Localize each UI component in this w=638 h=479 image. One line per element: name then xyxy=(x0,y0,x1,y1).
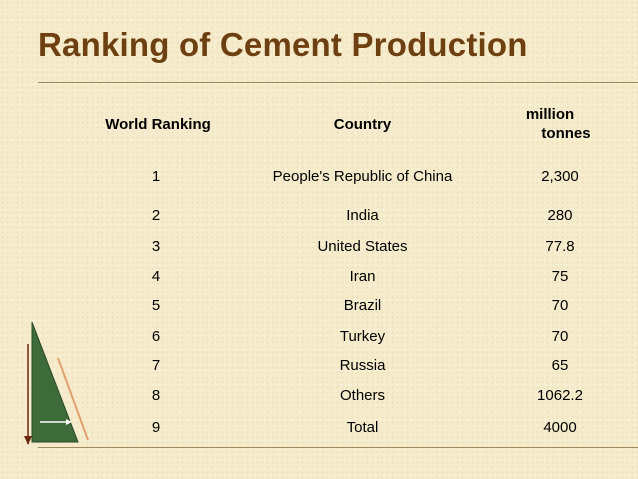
country-cell: Iran xyxy=(349,268,376,285)
country-cell: India xyxy=(346,207,379,224)
production-cell: 4000 xyxy=(543,419,577,436)
production-cell: 77.8 xyxy=(545,238,575,255)
rank-cell: 8 xyxy=(151,387,161,404)
rank-cell: 4 xyxy=(151,268,161,285)
country-cell: Total xyxy=(346,419,379,436)
title-divider xyxy=(38,82,638,83)
country-cell: Turkey xyxy=(339,328,386,345)
rank-cell: 2 xyxy=(151,207,161,224)
production-cell: 65 xyxy=(551,357,569,374)
rank-cell: 1 xyxy=(151,168,161,185)
production-cell: 70 xyxy=(551,297,569,314)
country-cell: Russia xyxy=(339,357,386,374)
country-cell: People's Republic of China xyxy=(272,168,453,185)
bottom-divider xyxy=(38,447,638,448)
slide-title: Ranking of Cement Production xyxy=(38,26,528,63)
rank-cell: 9 xyxy=(151,419,161,436)
rank-cell: 7 xyxy=(151,357,161,374)
rank-cell: 6 xyxy=(151,328,161,345)
rank-cell: 3 xyxy=(151,238,161,255)
rank-cell: 5 xyxy=(151,297,161,314)
production-cell: 75 xyxy=(551,268,569,285)
country-cell: United States xyxy=(317,238,408,255)
country-cell: Others xyxy=(339,387,385,404)
decorative-triangle-arrows xyxy=(24,321,89,445)
production-cell: 1062.2 xyxy=(537,387,583,404)
production-cell: 2,300 xyxy=(541,168,579,185)
header-country: Country xyxy=(333,116,392,133)
header-world-ranking: World Ranking xyxy=(105,116,211,133)
header-unit-line2: tonnes xyxy=(541,125,591,142)
production-cell: 70 xyxy=(551,328,569,345)
country-cell: Brazil xyxy=(343,297,382,314)
header-unit-line1: million xyxy=(525,106,575,123)
production-cell: 280 xyxy=(547,207,573,224)
